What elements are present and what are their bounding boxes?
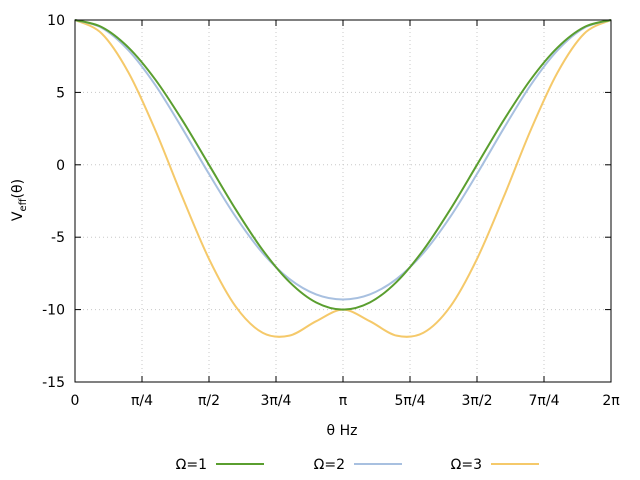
x-tick-label: 0 <box>71 393 80 409</box>
y-axis-label-suffix: (θ) <box>10 179 26 199</box>
x-tick-label: π/4 <box>131 393 153 409</box>
x-tick-label: π/2 <box>198 393 220 409</box>
x-tick-label: 7π/4 <box>529 393 560 409</box>
y-tick-label: -5 <box>51 230 65 246</box>
legend-label: Ω=3 <box>451 457 482 473</box>
legend-label: Ω=2 <box>314 457 345 473</box>
grid <box>75 20 611 382</box>
y-axis-label-base: V <box>10 211 26 221</box>
series-lines <box>74 19 612 338</box>
legend-label: Ω=1 <box>176 457 207 473</box>
y-axis-label: Veff(θ) <box>10 179 29 221</box>
tick-labels: 0 π/4 π/2 3π/4 π 5π/4 3π/2 7π/4 2π 10 5 0 -5 -10 -15 <box>42 13 620 409</box>
y-tick-label: 5 <box>56 85 65 101</box>
series-line-1 <box>74 19 612 311</box>
x-tick-label: 3π/2 <box>462 393 493 409</box>
y-tick-label: -15 <box>42 375 65 391</box>
y-tick-label: 10 <box>47 13 65 29</box>
y-tick-label: 0 <box>56 158 65 174</box>
x-tick-label: π <box>339 393 348 409</box>
series-line-2 <box>74 19 612 301</box>
y-tick-label: -10 <box>42 303 65 319</box>
ticks <box>74 19 612 383</box>
legend: Ω=1 Ω=2 Ω=3 <box>176 457 539 473</box>
x-axis-label: θ Hz <box>327 423 358 439</box>
y-axis-label-sub: eff <box>18 197 29 211</box>
x-tick-label: 5π/4 <box>395 393 426 409</box>
x-tick-label: 2π <box>602 393 620 409</box>
x-tick-label: 3π/4 <box>261 393 292 409</box>
series-line-3 <box>74 19 612 338</box>
